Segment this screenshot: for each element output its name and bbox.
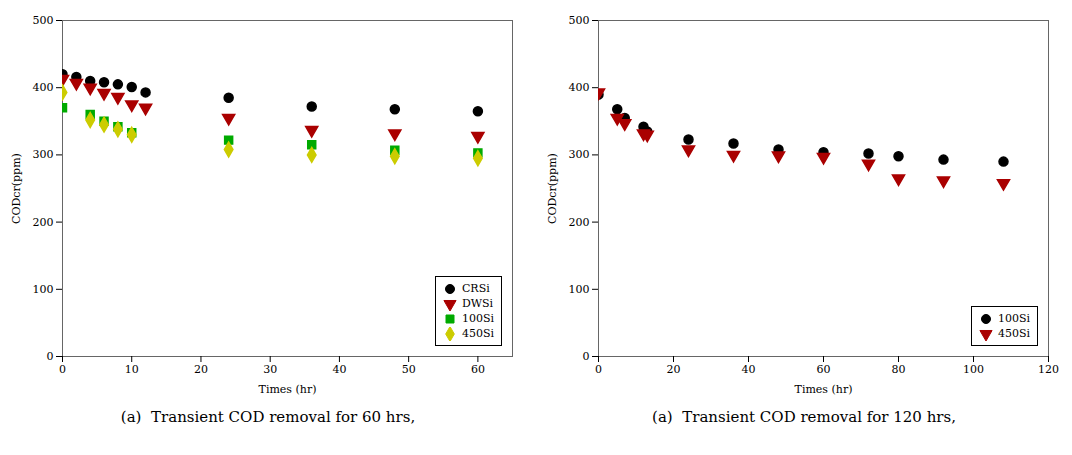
svg-text:200: 200 [569,216,590,229]
svg-text:0: 0 [47,350,54,363]
svg-text:40: 40 [332,363,346,376]
svg-text:80: 80 [892,363,906,376]
svg-text:Times (hr): Times (hr) [259,383,317,396]
svg-text:40: 40 [742,363,756,376]
html-text:450Si: 450Si [997,327,1030,340]
html-text:DWSi: DWSi [461,297,494,310]
svg-text:Times (hr): Times (hr) [795,383,853,396]
html-text:100Si: 100Si [461,312,494,325]
svg-text:CODcr(ppm): CODcr(ppm) [546,153,559,224]
html-text:CRSi: CRSi [461,282,490,295]
svg-text:500: 500 [33,14,54,27]
svg-text:0: 0 [59,363,66,376]
html-text:100Si: 100Si [997,312,1030,325]
svg-text:0: 0 [595,363,602,376]
svg-text:0: 0 [583,350,590,363]
svg-text:200: 200 [33,216,54,229]
html-text:450Si: 450Si [461,327,494,340]
svg-text:100: 100 [963,363,984,376]
svg-text:400: 400 [569,81,590,94]
svg-text:10: 10 [125,363,139,376]
svg-text:50: 50 [402,363,416,376]
svg-text:20: 20 [194,363,208,376]
svg-text:500: 500 [569,14,590,27]
svg-text:120: 120 [1038,363,1059,376]
svg-text:100: 100 [569,283,590,296]
svg-text:100: 100 [33,283,54,296]
html-text:(a) Transient COD removal for: (a) Transient COD removal for 120 hrs, [652,408,956,426]
svg-text:300: 300 [569,148,590,161]
svg-text:400: 400 [33,81,54,94]
svg-text:CODcr(ppm): CODcr(ppm) [10,153,23,224]
svg-text:300: 300 [33,148,54,161]
svg-text:30: 30 [263,363,277,376]
svg-text:60: 60 [471,363,485,376]
svg-text:20: 20 [667,363,681,376]
html-text:(a) Transient COD removal for: (a) Transient COD removal for 60 hrs, [120,408,416,426]
svg-text:60: 60 [817,363,831,376]
